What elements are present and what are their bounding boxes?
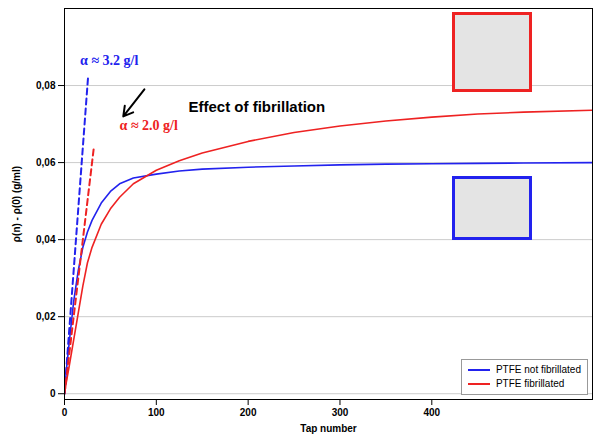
html-text:PTFE not fibrillated: PTFE not fibrillated	[496, 364, 581, 375]
html-text:PTFE fibrillated: PTFE fibrillated	[496, 378, 565, 389]
svg-text:0: 0	[50, 388, 56, 399]
svg-text:0,04: 0,04	[36, 234, 56, 245]
svg-text:400: 400	[423, 407, 440, 418]
svg-text:α ≈ 2.0 g/l: α ≈ 2.0 g/l	[120, 118, 178, 133]
svg-text:0,06: 0,06	[36, 157, 56, 168]
svg-text:100: 100	[148, 407, 165, 418]
svg-text:0: 0	[62, 407, 68, 418]
svg-text:300: 300	[332, 407, 349, 418]
svg-text:Tap number: Tap number	[300, 423, 357, 434]
svg-text:0,02: 0,02	[36, 311, 56, 322]
svg-text:ρ(n) - ρ(0) (g/ml): ρ(n) - ρ(0) (g/ml)	[11, 166, 22, 242]
svg-text:Effect of fibrillation: Effect of fibrillation	[188, 98, 325, 115]
svg-text:0,08: 0,08	[36, 80, 56, 91]
svg-text:α ≈ 3.2 g/l: α ≈ 3.2 g/l	[80, 53, 138, 68]
svg-text:200: 200	[240, 407, 257, 418]
